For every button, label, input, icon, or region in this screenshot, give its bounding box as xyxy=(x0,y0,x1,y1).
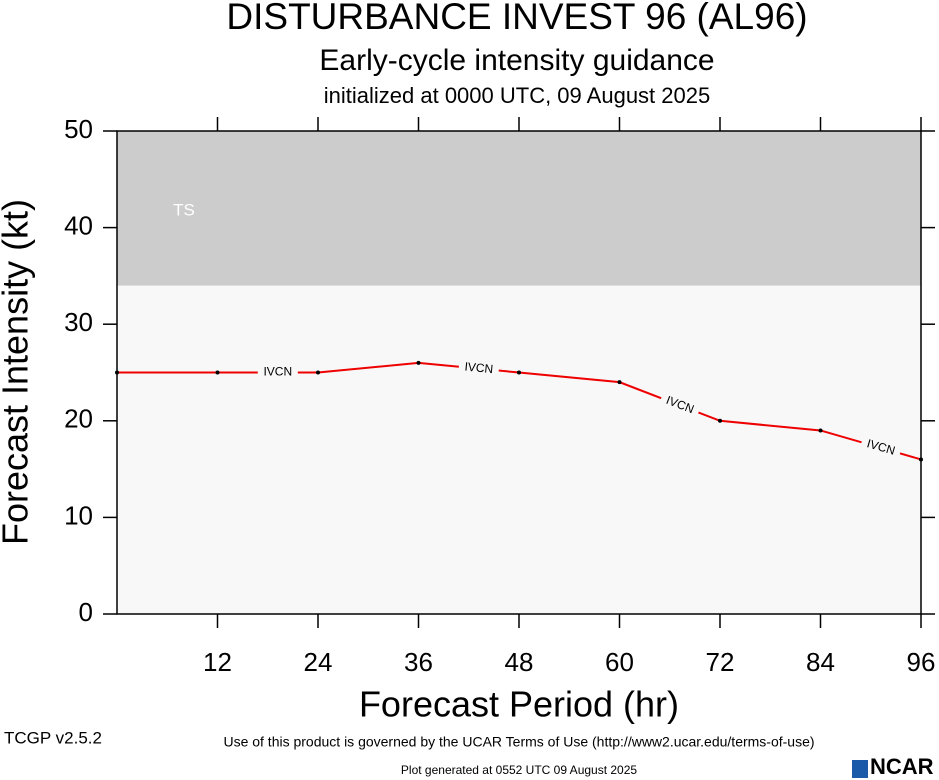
y-tick-label: 10 xyxy=(64,500,93,530)
data-point xyxy=(517,370,521,375)
data-point xyxy=(718,418,722,423)
line-label: IVCN xyxy=(464,359,494,376)
data-point xyxy=(215,370,220,375)
x-tick-label: 12 xyxy=(203,647,232,677)
chart-title: DISTURBANCE INVEST 96 (AL96) xyxy=(226,0,807,37)
line-label-bg xyxy=(458,358,500,379)
band-label: TS xyxy=(173,200,195,219)
x-tick-label: 24 xyxy=(304,647,333,677)
x-tick-label: 60 xyxy=(605,647,634,677)
data-point xyxy=(818,428,823,433)
data-point xyxy=(617,380,622,385)
version: TCGP v2.5.2 xyxy=(4,728,102,747)
y-tick-label: 50 xyxy=(64,114,93,144)
logo-mark xyxy=(852,760,868,778)
line-label-bg xyxy=(859,434,903,462)
y-tick-label: 20 xyxy=(64,404,93,434)
generated: Plot generated at 0552 UTC 09 August 202… xyxy=(401,763,637,777)
data-point xyxy=(919,457,923,462)
y-tick-label: 0 xyxy=(79,597,93,627)
x-tick-label: 48 xyxy=(505,647,534,677)
footer: Use of this product is governed by the U… xyxy=(223,734,814,750)
data-point xyxy=(416,360,421,365)
line-label-bg xyxy=(658,390,702,420)
x-tick-label: 72 xyxy=(706,647,735,677)
y-tick-label: 40 xyxy=(64,210,93,240)
intensity-band xyxy=(117,131,921,286)
chart-subtitle: initialized at 0000 UTC, 09 August 2025 xyxy=(324,83,710,108)
data-point xyxy=(316,370,320,375)
data-point xyxy=(115,370,119,375)
y-tick-label: 30 xyxy=(64,307,93,337)
line-label-bg xyxy=(257,364,298,381)
x-tick-label: 84 xyxy=(806,647,835,677)
x-tick-label: 96 xyxy=(907,647,936,677)
y-axis-title: Forecast Intensity (kt) xyxy=(0,199,36,545)
chart-subtitle: Early-cycle intensity guidance xyxy=(319,44,714,77)
x-tick-label: 36 xyxy=(404,647,433,677)
logo: NCAR xyxy=(870,754,934,779)
line-label: IVCN xyxy=(263,365,292,379)
x-axis-title: Forecast Period (hr) xyxy=(359,684,679,725)
